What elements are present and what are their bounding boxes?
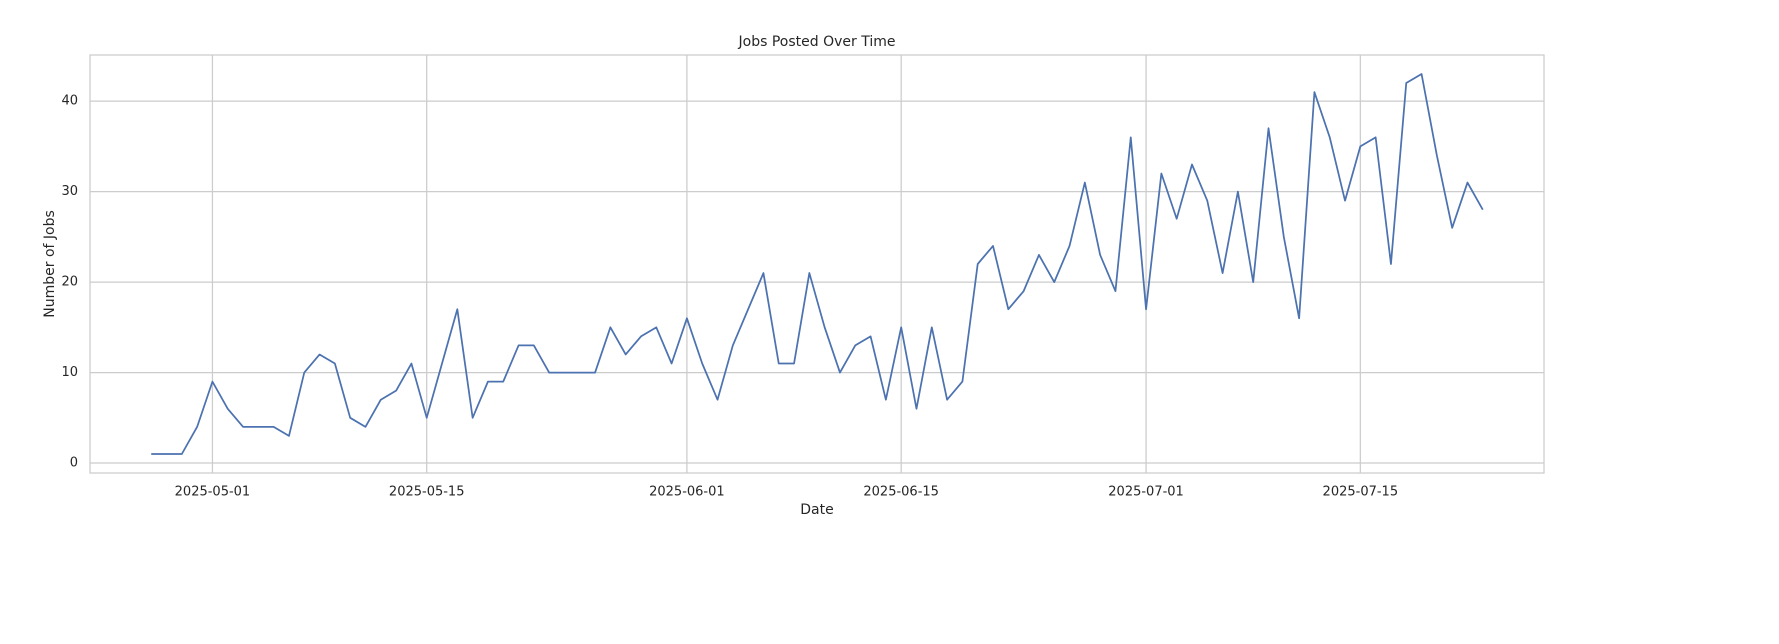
plot xyxy=(151,73,1484,455)
x-tick-label: 2025-07-15 xyxy=(1323,485,1399,500)
grid xyxy=(90,55,1544,473)
x-axis-label: Date xyxy=(800,502,833,518)
x-tick-label: 2025-06-15 xyxy=(863,485,939,500)
chart-title: Jobs Posted Over Time xyxy=(738,34,896,50)
y-tick-label: 40 xyxy=(61,94,78,109)
y-tick-label: 20 xyxy=(61,275,78,290)
x-tick-label: 2025-05-15 xyxy=(389,485,465,500)
plot-frame xyxy=(89,54,1545,474)
x-tick-label: 2025-07-01 xyxy=(1108,485,1184,500)
y-tick-label: 0 xyxy=(70,456,78,471)
y-tick-label: 30 xyxy=(61,184,78,199)
y-axis-label: Number of Jobs xyxy=(42,210,58,318)
data-line xyxy=(151,73,1484,455)
y-tick-label: 10 xyxy=(61,365,78,380)
x-tick-label: 2025-06-01 xyxy=(649,485,725,500)
x-tick-label: 2025-05-01 xyxy=(175,485,251,500)
